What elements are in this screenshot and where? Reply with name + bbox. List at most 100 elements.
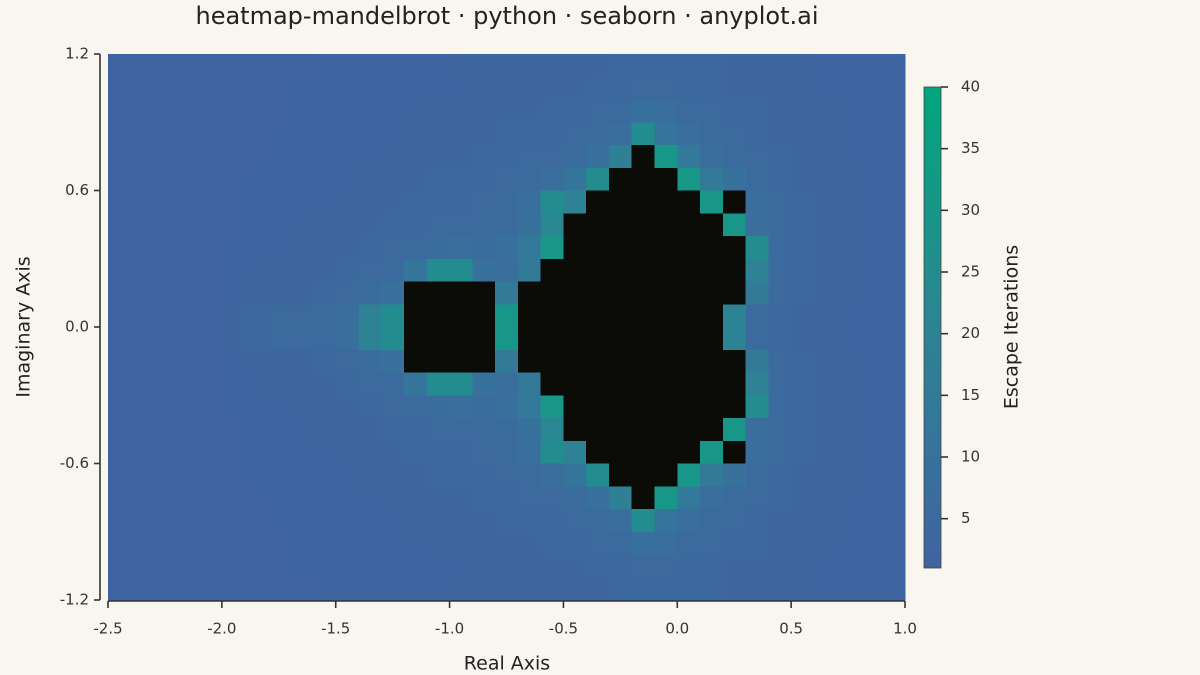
inside-set-cell bbox=[700, 236, 724, 260]
y-axis-label: Imaginary Axis bbox=[13, 256, 35, 397]
heatmap-cell bbox=[199, 463, 223, 487]
heatmap-cell bbox=[267, 554, 291, 578]
heatmap-cell bbox=[882, 258, 906, 283]
heatmap-cell bbox=[472, 372, 496, 396]
heatmap-cell bbox=[472, 145, 496, 169]
heatmap-cell bbox=[722, 577, 747, 601]
heatmap-cell bbox=[859, 281, 883, 305]
heatmap-cell bbox=[791, 395, 815, 419]
heatmap-cell bbox=[882, 395, 906, 419]
heatmap-cell bbox=[449, 463, 473, 487]
heatmap-cell bbox=[381, 372, 405, 396]
inside-set-cell bbox=[700, 304, 724, 328]
heatmap-cell bbox=[221, 99, 246, 123]
heatmap-cell bbox=[449, 395, 473, 419]
heatmap-cell bbox=[199, 122, 223, 146]
heatmap-cell bbox=[722, 304, 747, 328]
heatmap-cell bbox=[882, 418, 906, 442]
heatmap-cell bbox=[244, 54, 268, 78]
heatmap-cell bbox=[221, 213, 246, 237]
heatmap-cell bbox=[267, 54, 291, 78]
heatmap-cell bbox=[153, 304, 177, 328]
heatmap-cell bbox=[859, 54, 883, 78]
heatmap-cell bbox=[199, 440, 223, 465]
heatmap-cell bbox=[267, 372, 291, 396]
heatmap-cell bbox=[358, 577, 382, 601]
inside-set-cell bbox=[563, 418, 587, 442]
inside-set-cell bbox=[540, 258, 565, 283]
x-tick-label: 1.0 bbox=[893, 620, 917, 638]
heatmap-cell bbox=[882, 349, 906, 374]
heatmap-cell bbox=[335, 349, 360, 374]
heatmap-cell bbox=[153, 258, 177, 283]
heatmap-cell bbox=[608, 145, 633, 169]
heatmap-cell bbox=[153, 327, 177, 351]
heatmap-cell bbox=[130, 509, 155, 533]
heatmap-cell bbox=[700, 577, 724, 601]
heatmap-cell bbox=[312, 122, 337, 146]
heatmap-cell bbox=[130, 531, 155, 556]
heatmap-cell bbox=[745, 349, 769, 374]
inside-set-cell bbox=[608, 372, 633, 396]
heatmap-cell bbox=[495, 554, 519, 578]
heatmap-cell bbox=[517, 440, 542, 465]
heatmap-cell bbox=[130, 372, 155, 396]
heatmap-cell bbox=[381, 99, 405, 123]
inside-set-cell bbox=[722, 236, 747, 260]
heatmap-cell bbox=[312, 76, 337, 101]
heatmap-cell bbox=[791, 440, 815, 465]
heatmap-cell bbox=[199, 258, 223, 283]
heatmap-cell bbox=[108, 531, 132, 556]
inside-set-cell bbox=[631, 213, 656, 237]
colorbar-tick-label: 20 bbox=[961, 324, 980, 342]
heatmap-cell bbox=[130, 145, 155, 169]
heatmap-cell bbox=[654, 486, 678, 510]
heatmap-cell bbox=[517, 372, 542, 396]
heatmap-cell bbox=[791, 54, 815, 78]
heatmap-cell bbox=[608, 509, 633, 533]
heatmap-cell bbox=[540, 190, 565, 214]
heatmap-cell bbox=[176, 372, 200, 396]
heatmap-cell bbox=[836, 486, 861, 510]
heatmap-cell bbox=[449, 486, 473, 510]
heatmap-cell bbox=[517, 167, 542, 192]
heatmap-cell bbox=[517, 145, 542, 169]
heatmap-cell bbox=[677, 76, 701, 101]
heatmap-cell bbox=[495, 213, 519, 237]
heatmap-cell bbox=[563, 54, 587, 78]
heatmap-cell bbox=[426, 531, 451, 556]
heatmap-cell bbox=[358, 554, 382, 578]
heatmap-cell bbox=[608, 577, 633, 601]
heatmap-cell bbox=[813, 349, 838, 374]
inside-set-cell bbox=[517, 281, 542, 305]
heatmap-cell bbox=[677, 577, 701, 601]
heatmap-cell bbox=[290, 554, 314, 578]
heatmap-cell bbox=[449, 418, 473, 442]
heatmap-cell bbox=[426, 76, 451, 101]
heatmap-cell bbox=[472, 167, 496, 192]
heatmap-cell bbox=[335, 236, 360, 260]
heatmap-cell bbox=[381, 213, 405, 237]
heatmap-cell bbox=[176, 531, 200, 556]
heatmap-cell bbox=[312, 54, 337, 78]
heatmap-cell bbox=[836, 213, 861, 237]
inside-set-cell bbox=[677, 372, 701, 396]
heatmap-cell bbox=[745, 167, 769, 192]
heatmap-cell bbox=[199, 418, 223, 442]
heatmap-cell bbox=[153, 554, 177, 578]
inside-set-cell bbox=[608, 440, 633, 465]
heatmap-cell bbox=[495, 531, 519, 556]
inside-set-cell bbox=[700, 281, 724, 305]
heatmap-cell bbox=[836, 76, 861, 101]
heatmap-cell bbox=[381, 258, 405, 283]
inside-set-cell bbox=[654, 190, 678, 214]
heatmap-cell bbox=[244, 236, 268, 260]
heatmap-cell bbox=[608, 76, 633, 101]
heatmap-cell bbox=[722, 54, 747, 78]
heatmap-cell bbox=[130, 486, 155, 510]
heatmap-cell bbox=[472, 54, 496, 78]
heatmap-cell bbox=[108, 167, 132, 192]
heatmap-cell bbox=[563, 99, 587, 123]
heatmap-cell bbox=[153, 167, 177, 192]
